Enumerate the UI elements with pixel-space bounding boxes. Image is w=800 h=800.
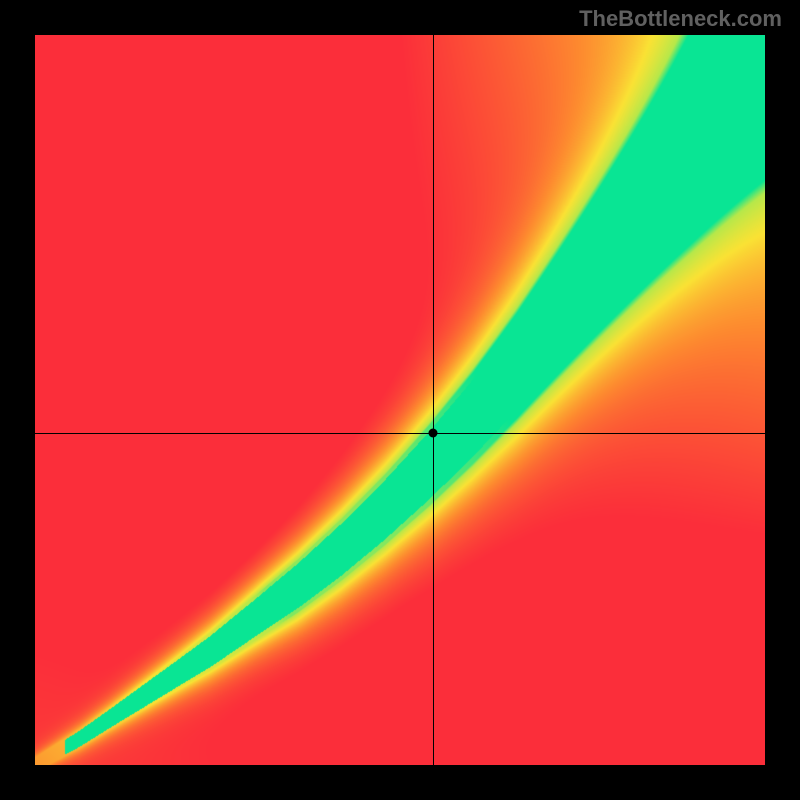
plot-area — [35, 35, 765, 765]
crosshair-horizontal — [35, 433, 765, 434]
watermark-label: TheBottleneck.com — [579, 6, 782, 32]
figure-outer: TheBottleneck.com — [0, 0, 800, 800]
heatmap-canvas — [35, 35, 765, 765]
crosshair-marker — [428, 428, 437, 437]
crosshair-vertical — [433, 35, 434, 765]
